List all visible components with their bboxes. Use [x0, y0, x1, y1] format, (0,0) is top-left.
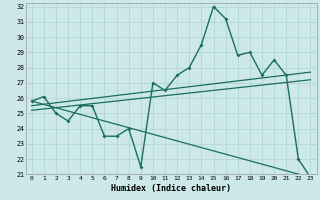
X-axis label: Humidex (Indice chaleur): Humidex (Indice chaleur) [111, 184, 231, 193]
